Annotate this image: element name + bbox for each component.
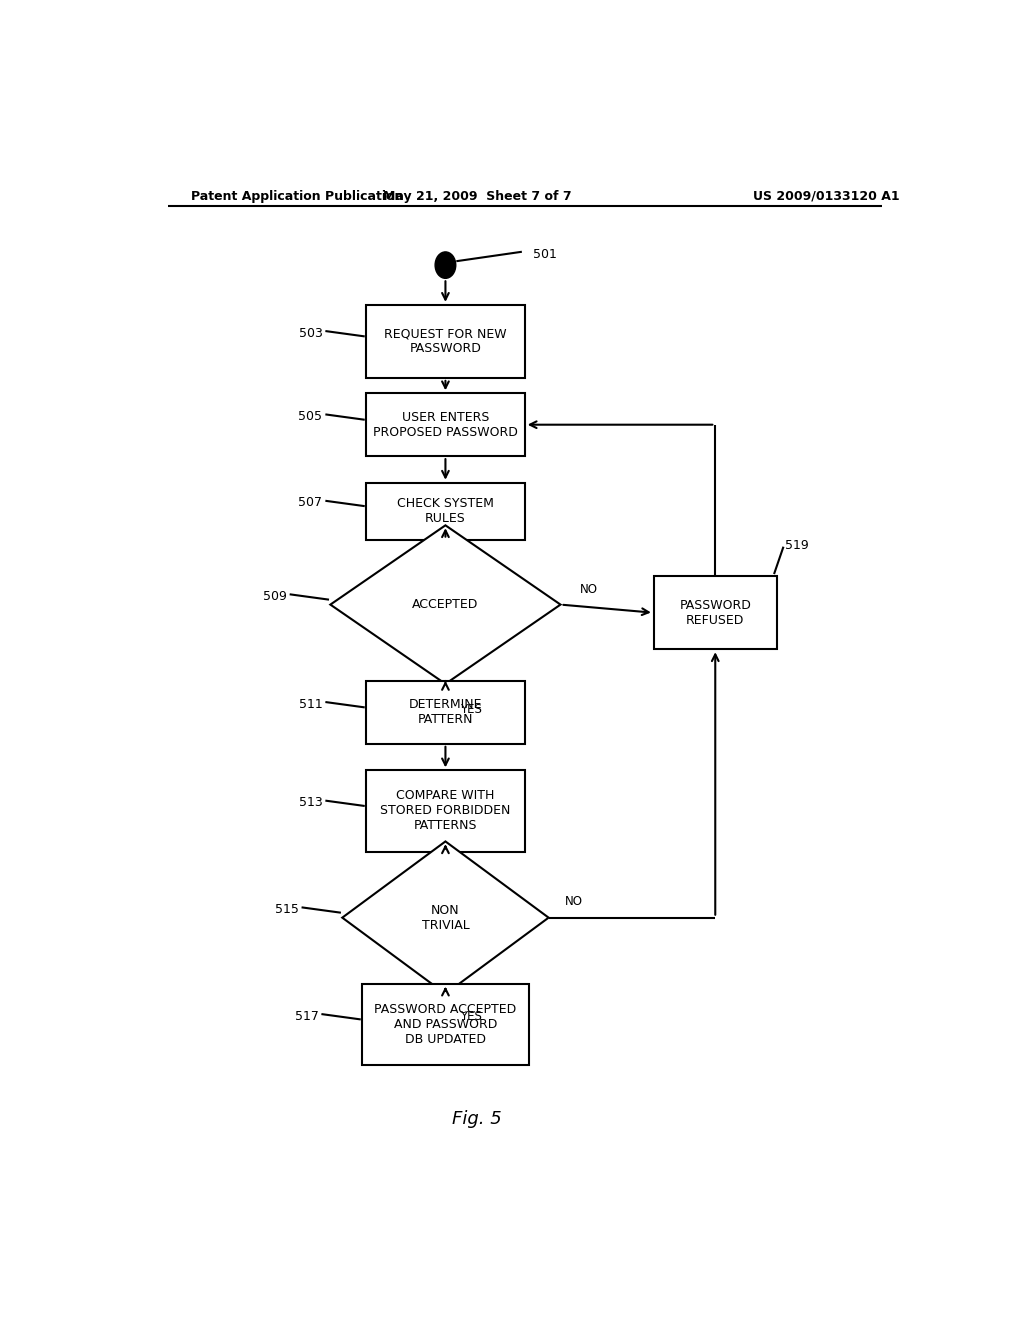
Text: CHECK SYSTEM
RULES: CHECK SYSTEM RULES: [397, 498, 494, 525]
Polygon shape: [342, 841, 549, 994]
Text: NO: NO: [581, 583, 598, 595]
Text: REQUEST FOR NEW
PASSWORD: REQUEST FOR NEW PASSWORD: [384, 327, 507, 355]
Text: ACCEPTED: ACCEPTED: [413, 598, 478, 611]
Bar: [653, 576, 777, 649]
Bar: [367, 393, 524, 457]
Text: NO: NO: [564, 895, 583, 908]
Text: USER ENTERS
PROPOSED PASSWORD: USER ENTERS PROPOSED PASSWORD: [373, 411, 518, 438]
Polygon shape: [331, 525, 560, 684]
Text: 515: 515: [274, 903, 299, 916]
Text: 507: 507: [298, 496, 323, 510]
Text: YES: YES: [460, 702, 481, 715]
Text: NON
TRIVIAL: NON TRIVIAL: [422, 904, 469, 932]
Text: 509: 509: [263, 590, 287, 603]
Text: 513: 513: [299, 796, 323, 809]
Text: 511: 511: [299, 698, 323, 710]
Bar: [367, 305, 524, 378]
Circle shape: [435, 252, 456, 279]
Text: 505: 505: [298, 411, 323, 424]
Text: PASSWORD
REFUSED: PASSWORD REFUSED: [679, 599, 752, 627]
Text: Patent Application Publication: Patent Application Publication: [191, 190, 403, 202]
Text: Fig. 5: Fig. 5: [453, 1110, 502, 1127]
Text: 501: 501: [532, 248, 557, 261]
Text: YES: YES: [460, 1010, 481, 1023]
Text: May 21, 2009  Sheet 7 of 7: May 21, 2009 Sheet 7 of 7: [383, 190, 571, 202]
Bar: [367, 681, 524, 744]
Text: COMPARE WITH
STORED FORBIDDEN
PATTERNS: COMPARE WITH STORED FORBIDDEN PATTERNS: [380, 789, 511, 833]
Bar: [362, 983, 528, 1065]
Text: 503: 503: [299, 327, 323, 339]
Text: 519: 519: [784, 539, 809, 552]
Bar: [367, 483, 524, 540]
Text: DETERMINE
PATTERN: DETERMINE PATTERN: [409, 698, 482, 726]
Text: US 2009/0133120 A1: US 2009/0133120 A1: [753, 190, 900, 202]
Text: 517: 517: [295, 1010, 318, 1023]
Bar: [367, 771, 524, 851]
Text: PASSWORD ACCEPTED
AND PASSWORD
DB UPDATED: PASSWORD ACCEPTED AND PASSWORD DB UPDATE…: [375, 1003, 516, 1045]
